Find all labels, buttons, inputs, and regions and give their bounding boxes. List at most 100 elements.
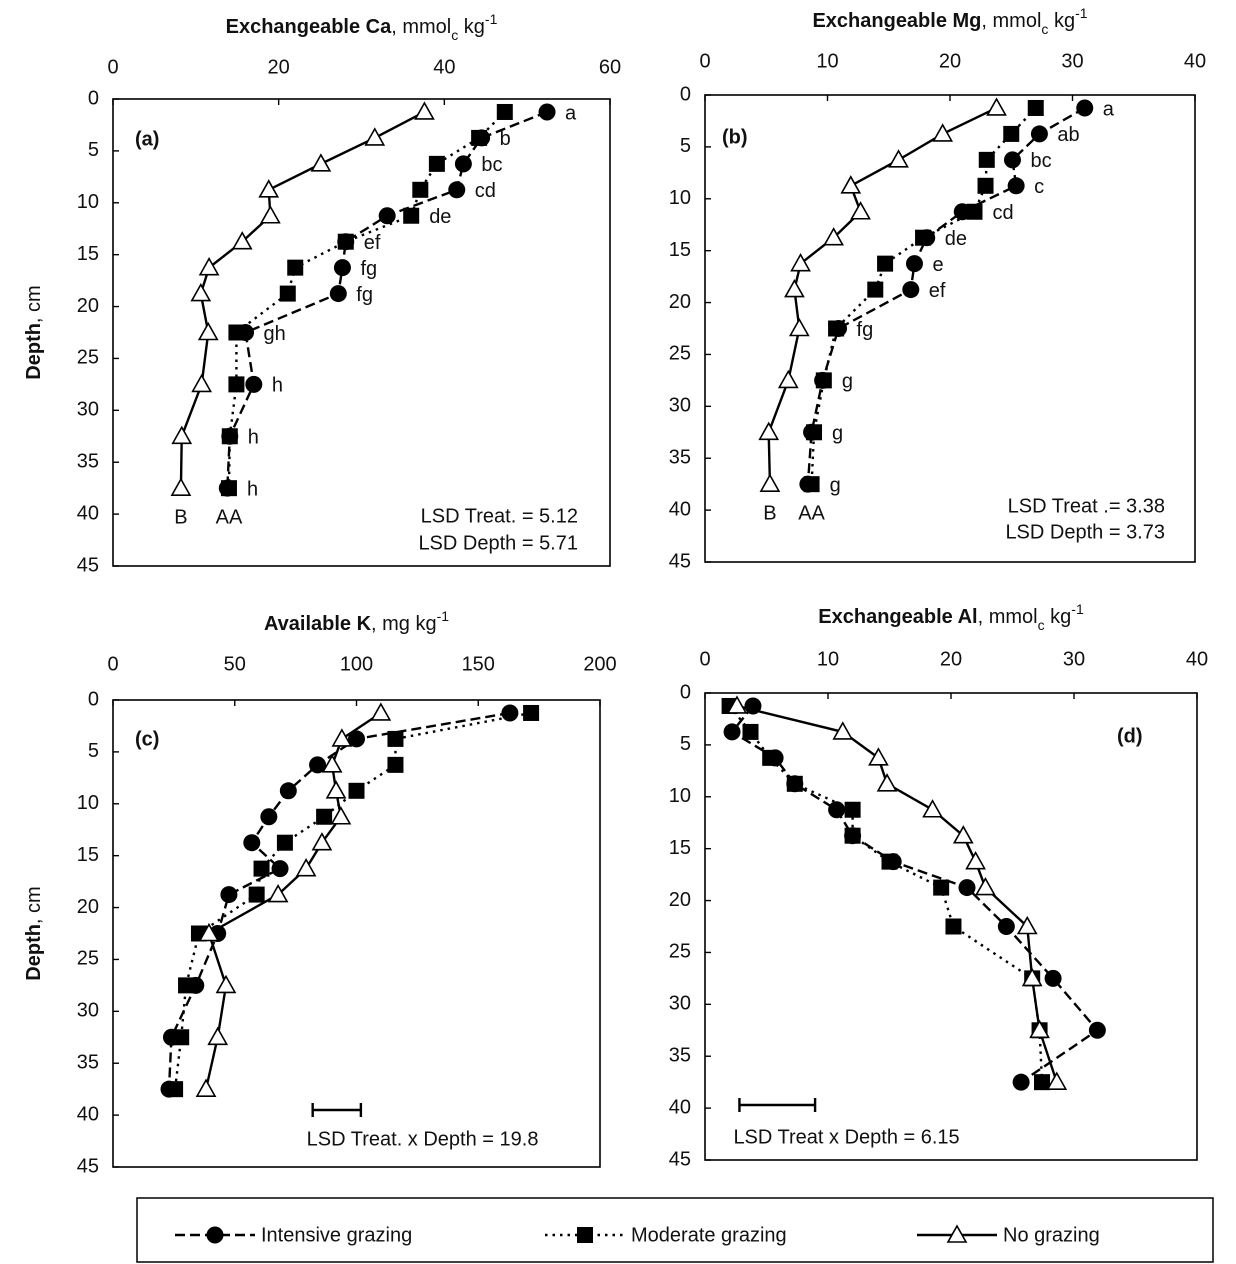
series-line bbox=[810, 107, 1037, 485]
legend-marker bbox=[577, 1227, 593, 1243]
marker-square bbox=[786, 775, 803, 792]
marker-triangle bbox=[1021, 967, 1043, 987]
marker-triangle bbox=[759, 473, 781, 492]
marker-triangle bbox=[758, 421, 780, 441]
y-tick-label: 0 bbox=[680, 83, 691, 105]
marker-triangle bbox=[790, 253, 811, 272]
marker-square bbox=[844, 827, 861, 844]
group-label: AA bbox=[216, 506, 243, 528]
x-tick-label: 30 bbox=[1063, 648, 1085, 670]
significance-letter: fg bbox=[356, 284, 373, 306]
chart-title-part: kg bbox=[1045, 606, 1072, 628]
marker-square bbox=[1034, 1074, 1051, 1091]
marker-square bbox=[403, 207, 420, 224]
marker-circle bbox=[333, 259, 351, 277]
lsd-text: LSD Depth = 3.73 bbox=[1005, 521, 1165, 543]
marker-square bbox=[815, 372, 832, 389]
marker-circle bbox=[378, 207, 396, 225]
panel-label: (a) bbox=[135, 128, 159, 150]
significance-letter: e bbox=[932, 254, 943, 276]
x-tick-label: 40 bbox=[433, 56, 455, 78]
marker-circle bbox=[245, 375, 263, 393]
marker-square bbox=[220, 480, 237, 497]
marker-square bbox=[348, 782, 365, 799]
marker-triangle bbox=[850, 201, 871, 220]
significance-letter: fg bbox=[360, 258, 377, 280]
marker-circle bbox=[1088, 1021, 1106, 1039]
marker-square bbox=[428, 155, 445, 172]
marker-triangle bbox=[414, 101, 435, 120]
y-tick-label: 5 bbox=[680, 733, 691, 755]
y-tick-label: 25 bbox=[77, 347, 99, 369]
marker-square bbox=[471, 129, 488, 146]
legend-box bbox=[136, 1197, 1214, 1263]
marker-triangle bbox=[986, 97, 1007, 116]
x-tick-label: 20 bbox=[939, 50, 961, 72]
lsd-text: LSD Treat. x Depth = 19.8 bbox=[307, 1128, 539, 1150]
marker-triangle bbox=[832, 721, 854, 740]
marker-triangle bbox=[364, 127, 386, 146]
marker-square bbox=[523, 704, 540, 721]
chart-title-part: , mg kg bbox=[371, 613, 437, 635]
y-tick-label: 40 bbox=[669, 498, 691, 520]
marker-square bbox=[228, 376, 245, 393]
marker-circle bbox=[243, 834, 261, 852]
y-tick-label: 0 bbox=[88, 688, 99, 710]
group-label: AA bbox=[798, 502, 825, 524]
y-tick-label: 45 bbox=[77, 554, 99, 576]
lsd-text: LSD Treat. = 5.12 bbox=[421, 505, 578, 527]
y-tick-label: 35 bbox=[669, 447, 691, 469]
marker-square bbox=[977, 177, 994, 194]
marker-triangle bbox=[1029, 1019, 1050, 1039]
significance-letter: g bbox=[832, 423, 843, 445]
marker-square bbox=[966, 203, 983, 220]
plot-frame bbox=[112, 699, 601, 1168]
y-tick-label: 20 bbox=[77, 295, 99, 317]
marker-square bbox=[978, 151, 995, 168]
marker-square bbox=[276, 834, 293, 851]
marker-square bbox=[762, 749, 779, 766]
significance-letter: h bbox=[247, 478, 258, 500]
marker-square bbox=[1003, 125, 1020, 142]
chart-title-part: , mmol bbox=[391, 16, 451, 38]
lsd-text: LSD Depth = 5.71 bbox=[418, 532, 578, 554]
group-label: B bbox=[174, 506, 187, 528]
chart-title-part: , mmol bbox=[981, 10, 1041, 32]
x-tick-label: 30 bbox=[1061, 50, 1083, 72]
marker-square bbox=[279, 285, 296, 302]
significance-letter: fg bbox=[857, 319, 874, 341]
y-tick-label: 15 bbox=[669, 239, 691, 261]
significance-letter: cd bbox=[993, 202, 1014, 224]
significance-letter: g bbox=[842, 371, 853, 393]
chart-title-part: c bbox=[1038, 617, 1045, 633]
y-tick-label: 30 bbox=[669, 395, 691, 417]
lsd-bar bbox=[738, 1098, 817, 1112]
series-line bbox=[736, 704, 1058, 1083]
chart-title-part: -1 bbox=[485, 11, 498, 27]
marker-square bbox=[806, 424, 823, 441]
x-tick-label: 100 bbox=[340, 653, 373, 675]
marker-square bbox=[178, 977, 195, 994]
marker-triangle bbox=[777, 369, 799, 389]
legend-label: No grazing bbox=[1003, 1224, 1100, 1246]
panel-label: (c) bbox=[135, 728, 159, 750]
marker-square bbox=[173, 1029, 190, 1046]
lsd-bar bbox=[311, 1103, 363, 1117]
legend-label: Intensive grazing bbox=[261, 1224, 412, 1246]
significance-letter: b bbox=[500, 128, 511, 150]
chart-title: Available K, mg kg-1 bbox=[264, 608, 449, 636]
y-tick-label: 30 bbox=[669, 993, 691, 1015]
marker-triangle bbox=[197, 321, 219, 341]
marker-circle bbox=[454, 155, 472, 173]
marker-square bbox=[945, 918, 962, 935]
marker-circle bbox=[501, 704, 519, 722]
lsd-text: LSD Treat x Depth = 6.15 bbox=[733, 1126, 959, 1148]
legend-marker bbox=[206, 1226, 224, 1244]
marker-triangle bbox=[965, 851, 986, 870]
significance-letter: de bbox=[945, 228, 967, 250]
chart-title-part: kg bbox=[458, 16, 485, 38]
y-tick-label: 30 bbox=[77, 1000, 99, 1022]
marker-triangle bbox=[788, 317, 810, 337]
marker-square bbox=[228, 324, 245, 341]
